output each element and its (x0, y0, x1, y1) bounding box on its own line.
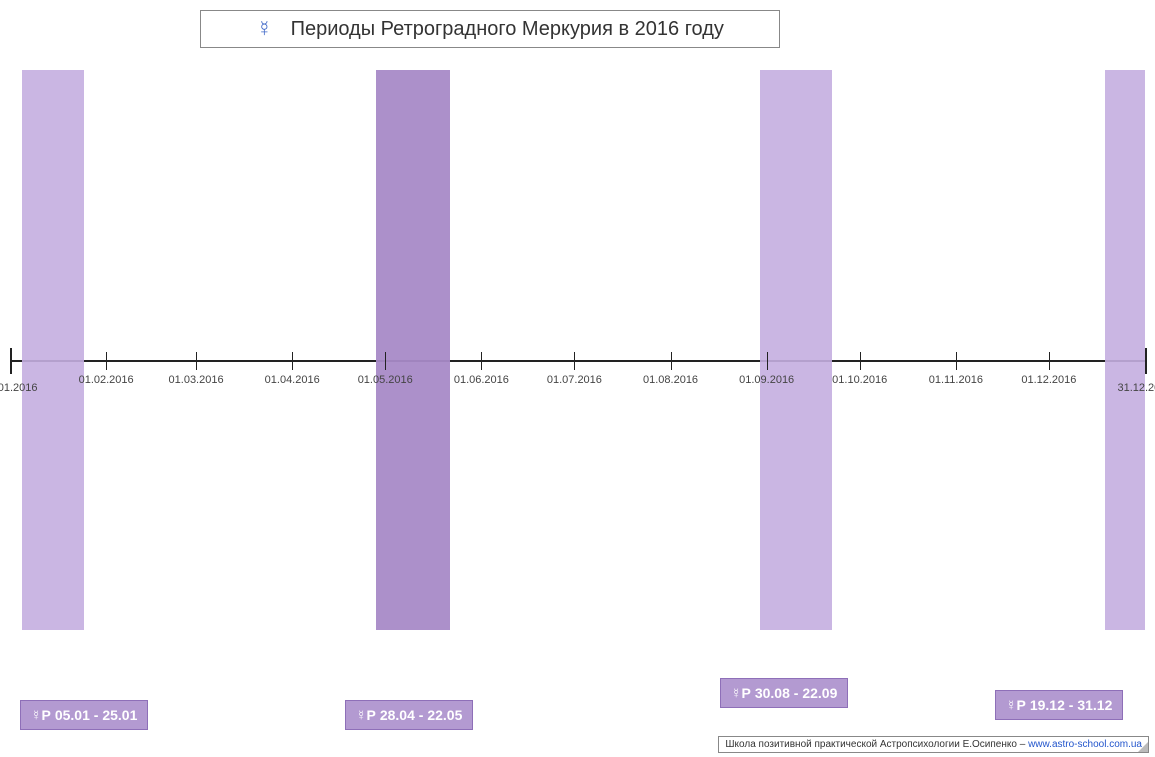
x-tick-label: 01.04.2016 (265, 374, 320, 386)
timeline-chart: 01.01.2016 01.02.2016 01.03.2016 01.04.2016… (0, 70, 1155, 630)
mercury-retro-icon: ☿P (731, 685, 751, 701)
x-tick (1049, 352, 1050, 370)
retrograde-band (760, 70, 831, 630)
retrograde-band (22, 70, 84, 630)
retrograde-band (1105, 70, 1145, 630)
period-tag-label: 19.12 - 31.12 (1030, 697, 1113, 713)
x-tick (196, 352, 197, 370)
x-tick-label: 31.12.2016 (1117, 382, 1155, 394)
mercury-retro-icon: ☿P (31, 707, 51, 723)
x-tick (1145, 348, 1147, 374)
x-tick (481, 352, 482, 370)
x-tick-label: 01.11.2016 (929, 374, 983, 386)
page-curl-icon (1138, 742, 1148, 752)
period-tag-label: 30.08 - 22.09 (755, 685, 838, 701)
footer-credit: Школа позитивной практической Астропсихо… (718, 736, 1149, 753)
footer-link[interactable]: www.astro-school.com.ua (1028, 739, 1142, 750)
x-tick-label: 01.10.2016 (832, 374, 887, 386)
period-tag: ☿P 05.01 - 25.01 (20, 700, 148, 730)
mercury-icon: ☿ (256, 16, 273, 42)
x-tick (860, 352, 861, 370)
x-tick (10, 348, 12, 374)
x-tick-label: 01.12.2016 (1021, 374, 1076, 386)
mercury-retro-icon: ☿P (356, 707, 376, 723)
retrograde-band (376, 70, 450, 630)
x-tick-label: 01.01.2016 (0, 382, 38, 394)
x-axis (10, 360, 1145, 362)
mercury-retro-icon: ☿P (1006, 697, 1026, 713)
x-tick (574, 352, 575, 370)
x-tick-label: 01.02.2016 (79, 374, 134, 386)
x-tick (385, 352, 386, 370)
x-tick-label: 01.09.2016 (739, 374, 794, 386)
x-tick-label: 01.08.2016 (643, 374, 698, 386)
x-tick-label: 01.05.2016 (358, 374, 413, 386)
x-tick (671, 352, 672, 370)
chart-title: Периоды Ретроградного Меркурия в 2016 го… (291, 18, 724, 41)
x-tick (106, 352, 107, 370)
period-tag-label: 28.04 - 22.05 (380, 707, 463, 723)
period-tag: ☿P 28.04 - 22.05 (345, 700, 473, 730)
x-tick (956, 352, 957, 370)
x-tick (767, 352, 768, 370)
x-tick-label: 01.06.2016 (454, 374, 509, 386)
x-tick (292, 352, 293, 370)
chart-title-box: ☿ Периоды Ретроградного Меркурия в 2016 … (200, 10, 780, 48)
period-tag: ☿P 30.08 - 22.09 (720, 678, 848, 708)
period-tag: ☿P 19.12 - 31.12 (995, 690, 1123, 720)
x-tick-label: 01.03.2016 (169, 374, 224, 386)
x-tick-label: 01.07.2016 (547, 374, 602, 386)
period-tag-label: 05.01 - 25.01 (55, 707, 138, 723)
footer-text: Школа позитивной практической Астропсихо… (725, 739, 1028, 750)
